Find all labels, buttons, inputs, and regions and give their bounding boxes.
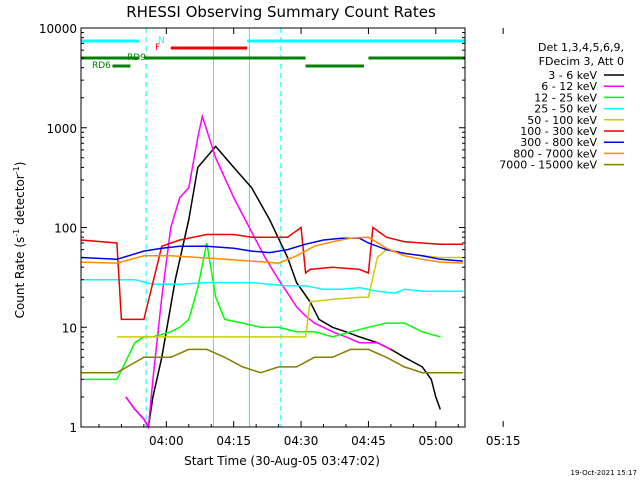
x-tick-label: 04:15 xyxy=(216,434,251,448)
y-tick-label: 1 xyxy=(69,421,77,435)
plot-area: NF RD9 RD6 xyxy=(80,28,465,430)
x-tick-label: 04:45 xyxy=(351,434,386,448)
y-axis-title: Count Rate (s-1 detector-1) xyxy=(12,162,27,319)
flag-label-f: F xyxy=(155,43,160,53)
legend-header-line-1: Det 1,3,4,5,6,9, xyxy=(538,41,624,54)
legend-label-7000-15000-kev: 7000 - 15000 keV xyxy=(499,159,597,172)
generation-timestamp: 19-Oct-2021 15:17 xyxy=(571,469,637,477)
legend-label-6-12-kev: 6 - 12 keV xyxy=(541,80,597,93)
series-line-12-25-kev xyxy=(81,242,441,381)
x-tick-label: 05:15 xyxy=(486,434,521,448)
series-line-6-12-kev xyxy=(125,113,392,430)
x-tick-label: 04:00 xyxy=(149,434,184,448)
legend-label-12-25-kev: 12 - 25 keV xyxy=(534,91,597,104)
flag-label-n: N xyxy=(158,36,165,46)
series-line-800-7000-kev xyxy=(80,236,463,264)
legend-label-25-50-kev: 25 - 50 keV xyxy=(534,103,597,116)
series-line-7000-15000-kev xyxy=(81,348,463,374)
legend: Det 1,3,4,5,6,9, FDecim 3, Att 0 3 - 6 k… xyxy=(499,41,624,172)
legend-label-3-6-kev: 3 - 6 keV xyxy=(548,69,597,82)
legend-label-300-800-kev: 300 - 800 keV xyxy=(520,136,597,149)
x-tick-label: 04:30 xyxy=(284,434,319,448)
series-line-25-50-kev xyxy=(81,278,463,294)
x-axis-title: Start Time (30-Aug-05 03:47:02) xyxy=(184,454,380,468)
series-line-100-300-kev xyxy=(80,226,463,321)
flag-label-rd6: RD6 xyxy=(92,61,111,71)
flag-label-rd9: RD9 xyxy=(127,53,146,63)
y-tick-label: 10000 xyxy=(39,22,77,36)
y-tick-label: 100 xyxy=(54,222,77,236)
legend-header-line-2: FDecim 3, Att 0 xyxy=(539,55,624,68)
y-tick-label: 10 xyxy=(62,321,77,335)
axes: 04:00 04:15 04:30 04:45 05:00 05:15 1 10 100 1000… xyxy=(39,22,521,448)
chart-title: RHESSI Observing Summary Count Rates xyxy=(126,3,436,21)
legend-label-50-100-kev: 50 - 100 keV xyxy=(527,114,597,127)
legend-label-800-7000-kev: 800 - 7000 keV xyxy=(513,147,597,160)
legend-label-100-300-kev: 100 - 300 keV xyxy=(520,125,597,138)
x-tick-label: 05:00 xyxy=(419,434,454,448)
y-tick-label: 1000 xyxy=(46,122,77,136)
series-line-300-800-kev xyxy=(80,237,463,262)
series-line-3-6-kev xyxy=(125,145,442,430)
